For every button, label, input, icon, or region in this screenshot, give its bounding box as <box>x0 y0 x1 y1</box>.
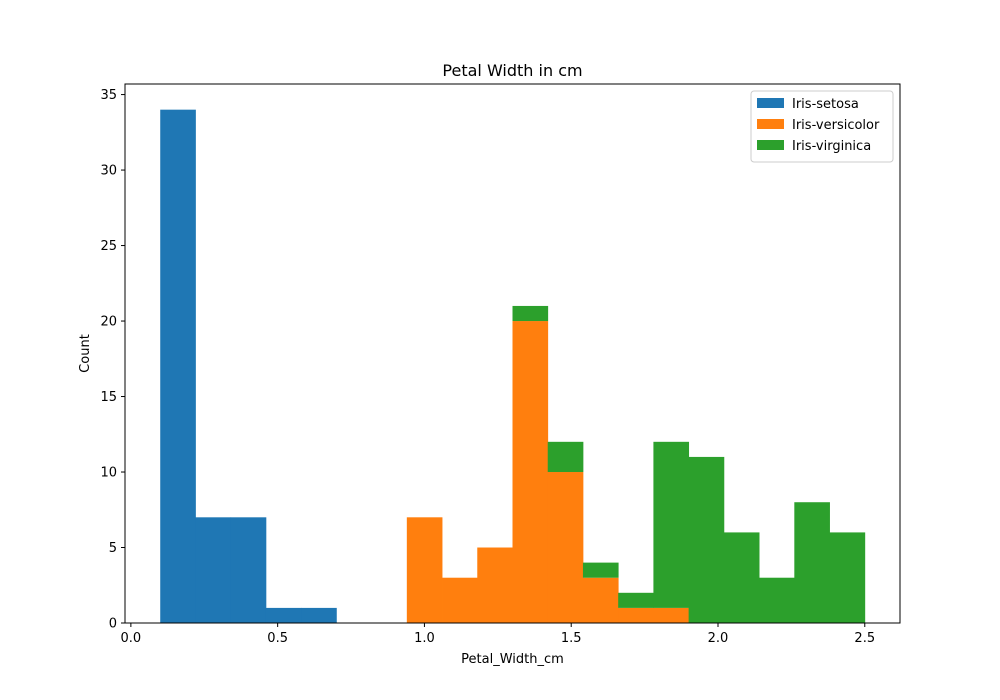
chart-title: Petal Width in cm <box>442 61 582 80</box>
y-tick-label: 35 <box>100 88 117 103</box>
y-tick-label: 15 <box>100 390 117 405</box>
bar-iris-virginica-3 <box>618 592 654 608</box>
bar-iris-setosa-0 <box>160 109 196 624</box>
bar-iris-virginica-0 <box>512 305 549 322</box>
bars-layer <box>160 109 866 624</box>
bar-iris-setosa-2 <box>230 517 267 623</box>
bar-iris-versicolor-1 <box>442 577 478 623</box>
bar-iris-virginica-4 <box>653 441 690 608</box>
bar-iris-virginica-5 <box>688 456 725 623</box>
x-axis-ticks: 0.0 0.5 1.0 1.5 2.0 2.5 <box>121 623 875 646</box>
x-tick-label: 1.5 <box>561 631 582 646</box>
bar-iris-setosa-3 <box>265 607 302 623</box>
bar-iris-virginica-6 <box>723 532 760 623</box>
plot-frame <box>124 83 901 624</box>
legend-swatch <box>757 140 784 150</box>
x-tick-label: 0.0 <box>121 631 142 646</box>
bar-iris-virginica-7 <box>759 577 795 623</box>
bar-iris-versicolor-7 <box>653 607 690 623</box>
x-tick-label: 0.5 <box>267 631 288 646</box>
bar-iris-virginica-9 <box>829 532 866 623</box>
bar-iris-versicolor-2 <box>477 547 513 623</box>
y-axis-label: Count <box>78 334 93 373</box>
bar-iris-virginica-8 <box>794 502 830 623</box>
x-tick-label: 1.0 <box>414 631 435 646</box>
bar-iris-versicolor-3 <box>512 321 549 623</box>
legend-label: Iris-virginica <box>792 139 871 154</box>
y-tick-label: 5 <box>109 541 117 556</box>
y-tick-label: 0 <box>109 617 117 632</box>
y-tick-label: 30 <box>100 164 117 179</box>
x-tick-label: 2.0 <box>708 631 729 646</box>
bar-iris-versicolor-4 <box>547 472 584 623</box>
legend-swatch <box>757 119 784 129</box>
bar-iris-versicolor-5 <box>582 577 619 623</box>
y-tick-label: 20 <box>100 315 117 330</box>
bar-iris-versicolor-0 <box>406 517 443 623</box>
x-tick-label: 2.5 <box>854 631 875 646</box>
legend-label: Iris-versicolor <box>792 118 880 133</box>
y-tick-label: 10 <box>100 466 117 481</box>
bar-iris-setosa-1 <box>195 517 232 623</box>
bar-iris-versicolor-6 <box>618 607 654 623</box>
legend-swatch <box>757 98 784 108</box>
y-tick-label: 25 <box>100 239 117 254</box>
bar-iris-setosa-4 <box>301 607 337 623</box>
x-axis-label: Petal_Width_cm <box>461 652 564 667</box>
bar-iris-virginica-2 <box>582 562 619 578</box>
legend: Iris-setosa Iris-versicolor Iris-virginica <box>750 90 894 163</box>
legend-box <box>750 90 894 163</box>
bar-iris-virginica-1 <box>547 441 584 473</box>
legend-label: Iris-setosa <box>792 97 859 112</box>
y-axis-ticks: 0 5 10 15 20 25 30 35 <box>100 88 125 632</box>
